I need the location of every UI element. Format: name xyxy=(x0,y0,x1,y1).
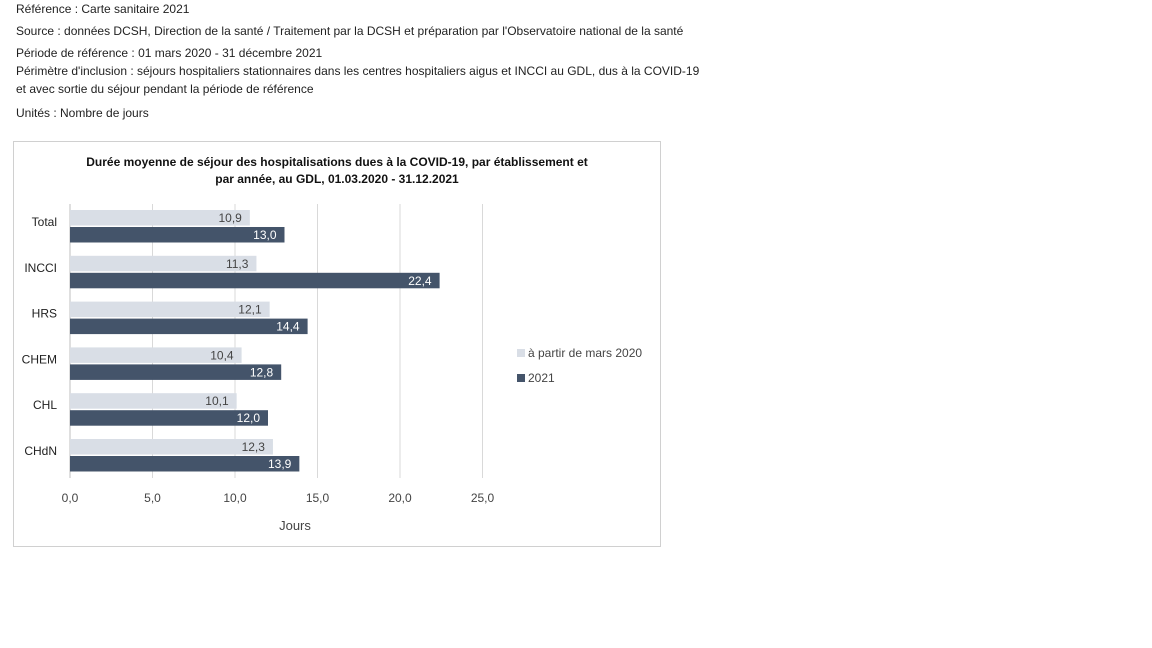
bar-chart-plot: 10,9 13,0 Total 11,3 22,4 INCCI 12,1 14,4 HRS 10,… xyxy=(22,204,642,533)
bar-mars-2020-incci xyxy=(70,255,257,272)
x-tick-label: 15,0 xyxy=(306,491,330,505)
bar-2021-chem xyxy=(70,364,282,380)
category-label-incci: INCCI xyxy=(24,261,57,275)
x-tick-label: 5,0 xyxy=(144,491,161,505)
x-tick-label: 10,0 xyxy=(223,491,247,505)
data-label: 13,0 xyxy=(253,228,277,242)
data-label: 10,4 xyxy=(210,348,234,362)
bar-2021-chl xyxy=(70,410,268,426)
legend-swatch-2021 xyxy=(517,374,525,382)
data-label: 10,1 xyxy=(205,394,229,408)
bar-2021-total xyxy=(70,227,285,243)
category-label-hrs: HRS xyxy=(32,307,57,321)
data-label: 12,8 xyxy=(250,365,274,379)
data-label: 11,3 xyxy=(226,257,249,271)
bar-2021-hrs xyxy=(70,318,308,335)
data-label: 12,0 xyxy=(237,411,261,425)
data-label: 14,4 xyxy=(276,320,300,334)
x-tick-label: 20,0 xyxy=(388,491,412,505)
reference-text: Référence : Carte sanitaire 2021 xyxy=(16,2,190,16)
data-label: 12,3 xyxy=(242,440,266,454)
bar-mars-2020-chem xyxy=(70,347,242,363)
chart-title-line1: Durée moyenne de séjour des hospitalisat… xyxy=(86,155,588,169)
category-label-chl: CHL xyxy=(33,398,57,412)
bar-mars-2020-hrs xyxy=(70,301,270,318)
scope-text-line1: Périmètre d'inclusion : séjours hospital… xyxy=(16,64,700,78)
data-label: 12,1 xyxy=(238,303,262,317)
legend-label-mars-2020: à partir de mars 2020 xyxy=(528,346,642,360)
x-axis-title: Jours xyxy=(279,518,311,533)
bar-mars-2020-total xyxy=(70,210,250,226)
chart-container: Durée moyenne de séjour des hospitalisat… xyxy=(13,141,661,547)
chart-title: Durée moyenne de séjour des hospitalisat… xyxy=(14,154,660,188)
legend-swatch-mars-2020 xyxy=(517,349,525,357)
legend-label-2021: 2021 xyxy=(528,371,555,385)
bar-2021-chdn xyxy=(70,456,300,472)
period-text: Période de référence : 01 mars 2020 - 31… xyxy=(16,46,323,60)
data-label: 13,9 xyxy=(268,457,292,471)
source-text: Source : données DCSH, Direction de la s… xyxy=(16,24,684,38)
x-tick-label: 25,0 xyxy=(471,491,495,505)
category-label-chem: CHEM xyxy=(22,352,57,366)
scope-text-line2: et avec sortie du séjour pendant la péri… xyxy=(16,82,314,96)
data-label: 22,4 xyxy=(408,274,432,288)
units-text: Unités : Nombre de jours xyxy=(16,106,149,120)
category-label-chdn: CHdN xyxy=(24,444,57,458)
bar-mars-2020-chdn xyxy=(70,439,273,455)
bar-mars-2020-chl xyxy=(70,393,237,409)
category-label-total: Total xyxy=(32,215,57,229)
x-tick-label: 0,0 xyxy=(62,491,79,505)
bar-2021-incci xyxy=(70,272,440,289)
chart-title-line2: par année, au GDL, 01.03.2020 - 31.12.20… xyxy=(215,172,459,186)
data-label: 10,9 xyxy=(218,211,242,225)
